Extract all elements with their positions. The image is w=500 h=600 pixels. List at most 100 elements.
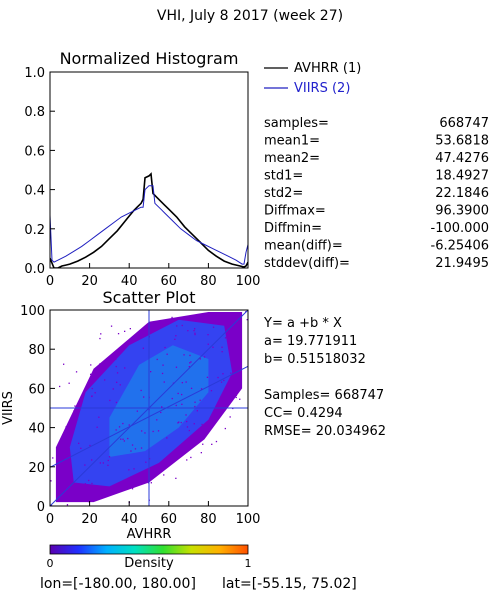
scatter-point	[131, 444, 134, 446]
scatter-point	[210, 390, 213, 392]
scatter-point	[50, 480, 52, 482]
scatter-point	[225, 396, 227, 398]
histogram-title: Normalized Histogram	[60, 49, 239, 68]
scatter-point	[62, 460, 64, 463]
regression-samples: Samples= 668747	[264, 388, 384, 403]
scatter-point	[228, 344, 230, 347]
scatter-point	[221, 346, 223, 348]
scatter-point	[191, 442, 193, 444]
scatter-point	[246, 319, 248, 321]
scatter-point	[98, 416, 100, 418]
histogram-panel: Normalized Histogram 0 20 40 60 80 100 0.0 0.2…	[24, 49, 489, 289]
scatter-point	[127, 437, 129, 440]
scatter-title: Scatter Plot	[103, 288, 196, 307]
scatter-point	[115, 401, 118, 404]
scatter-x-tick-label: 80	[200, 512, 217, 527]
scatter-point	[180, 421, 182, 424]
histogram-y-tick-label: 0.2	[24, 223, 45, 238]
scatter-point	[110, 325, 113, 327]
reference-line-regression	[50, 365, 248, 468]
scatter-point	[118, 426, 121, 428]
scatter-point	[148, 458, 151, 460]
scatter-point	[100, 333, 102, 335]
scatter-point	[235, 394, 238, 396]
scatter-point	[221, 351, 223, 353]
regression-rmse: RMSE= 20.034962	[264, 424, 386, 439]
scatter-point	[99, 337, 101, 340]
scatter-point	[80, 490, 82, 492]
scatter-point	[163, 381, 165, 383]
scatter-point	[188, 429, 190, 432]
histogram-y-tick-label: 0.6	[24, 144, 45, 159]
scatter-point	[107, 464, 109, 466]
scatter-point	[89, 500, 91, 502]
scatter-x-axis-label: AVHRR	[127, 527, 172, 542]
scatter-point	[122, 438, 124, 440]
scatter-point	[190, 387, 193, 389]
scatter-point	[207, 343, 209, 345]
scatter-point	[166, 437, 168, 439]
scatter-point	[217, 376, 219, 379]
scatter-point	[63, 363, 65, 365]
stat-value: -100.000	[431, 221, 489, 236]
scatter-point	[107, 459, 109, 462]
scatter-point	[230, 328, 232, 330]
scatter-point	[104, 379, 106, 381]
scatter-y-tick-label: 60	[28, 382, 45, 397]
histogram-x-tick-label: 100	[236, 274, 261, 289]
scatter-point	[161, 372, 164, 375]
scatter-reference-lines	[50, 310, 248, 506]
scatter-point	[96, 426, 98, 428]
scatter-point	[222, 395, 224, 397]
scatter-point	[142, 347, 144, 349]
scatter-point	[66, 504, 69, 506]
scatter-point	[56, 472, 58, 474]
scatter-point	[224, 337, 227, 339]
scatter-point	[57, 479, 59, 481]
legend-label-viirs: VIIRS (2)	[294, 81, 350, 96]
scatter-point	[99, 363, 101, 365]
scatter-point	[116, 381, 118, 383]
colorbar-gradient	[49, 544, 249, 555]
histogram-x-tick-label: 80	[200, 274, 217, 289]
scatter-point	[172, 460, 174, 462]
scatter-point	[189, 354, 191, 357]
regression-a: a= 19.771911	[264, 334, 357, 349]
scatter-point	[201, 423, 203, 426]
scatter-point	[140, 447, 143, 449]
scatter-point	[207, 334, 209, 336]
scatter-point	[193, 330, 195, 332]
stat-key: samples=	[264, 116, 329, 131]
legend-label-avhrr: AVHRR (1)	[294, 61, 361, 76]
scatter-point	[224, 427, 226, 430]
scatter-point	[186, 459, 188, 461]
scatter-point	[194, 333, 196, 336]
scatter-point	[166, 353, 168, 355]
histogram-x-tick-label: 0	[46, 274, 54, 289]
scatter-point	[80, 495, 82, 497]
scatter-point	[194, 328, 196, 330]
histogram-y-tick-label: 0.4	[24, 184, 45, 199]
scatter-point	[175, 335, 177, 337]
scatter-point	[176, 325, 178, 327]
scatter-point	[65, 484, 68, 487]
page-title: VHI, July 8 2017 (week 27)	[157, 8, 343, 24]
histogram-y-tick-label: 1.0	[24, 66, 45, 81]
scatter-point	[220, 381, 223, 383]
scatter-point	[206, 376, 209, 378]
scatter-point	[152, 430, 154, 433]
scatter-x-tick-label: 20	[81, 512, 98, 527]
scatter-point	[143, 396, 145, 398]
scatter-point	[94, 392, 96, 394]
stat-key: mean(diff)=	[264, 239, 343, 254]
scatter-point	[199, 358, 201, 360]
scatter-point	[133, 468, 135, 470]
scatter-point	[211, 414, 213, 416]
scatter-point	[196, 410, 198, 412]
scatter-point	[73, 410, 75, 412]
scatter-point	[75, 371, 78, 373]
scatter-x-tick-label: 40	[121, 512, 138, 527]
scatter-point	[229, 416, 231, 418]
scatter-panel: Scatter Plot 0 20 40 60 80 100 0 20 40 60 80 100 A…	[1, 288, 386, 542]
scatter-point	[236, 335, 238, 337]
